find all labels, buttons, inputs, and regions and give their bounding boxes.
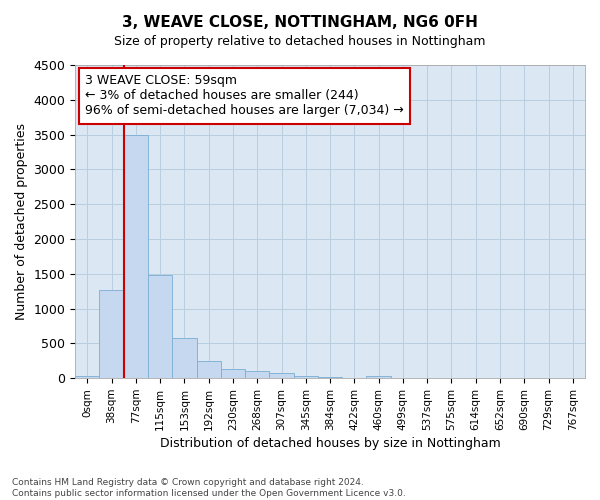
Bar <box>293 376 318 378</box>
Text: Contains HM Land Registry data © Crown copyright and database right 2024.
Contai: Contains HM Land Registry data © Crown c… <box>12 478 406 498</box>
Bar <box>148 275 172 378</box>
Y-axis label: Number of detached properties: Number of detached properties <box>15 123 28 320</box>
Bar <box>75 376 100 378</box>
Text: Size of property relative to detached houses in Nottingham: Size of property relative to detached ho… <box>114 35 486 48</box>
Text: 3, WEAVE CLOSE, NOTTINGHAM, NG6 0FH: 3, WEAVE CLOSE, NOTTINGHAM, NG6 0FH <box>122 15 478 30</box>
Bar <box>124 134 148 378</box>
Bar <box>221 369 245 378</box>
Bar <box>318 377 342 378</box>
X-axis label: Distribution of detached houses by size in Nottingham: Distribution of detached houses by size … <box>160 437 500 450</box>
Bar <box>100 290 124 378</box>
Bar <box>197 361 221 378</box>
Bar <box>269 374 293 378</box>
Bar <box>367 376 391 378</box>
Bar <box>172 338 197 378</box>
Text: 3 WEAVE CLOSE: 59sqm
← 3% of detached houses are smaller (244)
96% of semi-detac: 3 WEAVE CLOSE: 59sqm ← 3% of detached ho… <box>85 74 404 118</box>
Bar <box>245 371 269 378</box>
